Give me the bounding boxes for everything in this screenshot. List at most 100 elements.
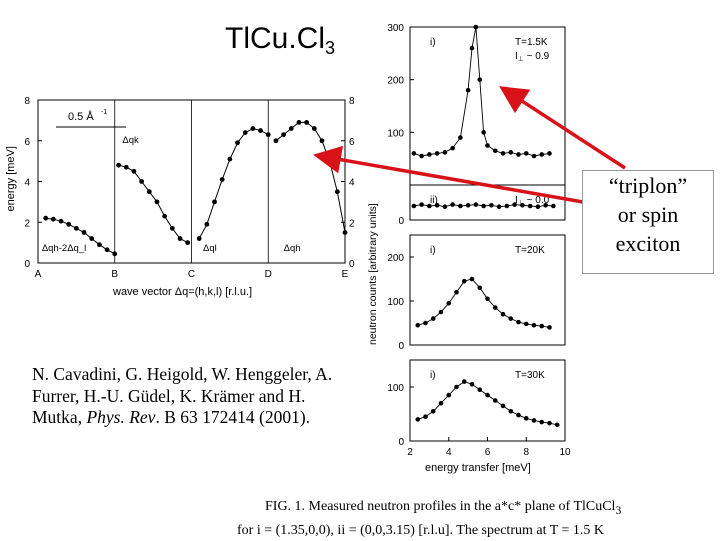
dispersion-point xyxy=(258,128,263,133)
citation-line-2: Furrer, H.-U. Güdel, K. Krämer and H. xyxy=(32,385,306,406)
x-tick-label: A xyxy=(35,269,42,280)
dispersion-point xyxy=(227,156,233,162)
dispersion-point xyxy=(73,225,79,231)
dispersion-labels: Δqk Δqh-2Δq_l Δql Δqh xyxy=(42,135,301,254)
x-tick-label: 8 xyxy=(523,447,529,458)
profile-point xyxy=(415,417,421,422)
dispersion-point xyxy=(242,130,248,135)
profile-point xyxy=(516,319,521,325)
x-tick-label: 4 xyxy=(446,447,452,458)
profile-point xyxy=(485,296,490,302)
x-axis-label: energy transfer [meV] xyxy=(425,462,531,474)
profile-panel: 0 100 i) T=30K xyxy=(387,359,566,448)
y-tick-label: 8 xyxy=(24,96,30,107)
citation-line-3: Mutka, Phys. Rev. B 63 172414 (2001). xyxy=(32,407,311,427)
dispersion-point xyxy=(81,230,87,235)
profile-point xyxy=(473,24,479,30)
profile-point xyxy=(531,153,537,159)
dispersion-point xyxy=(43,215,49,221)
y-tick-label: 100 xyxy=(387,128,404,139)
dispersion-point xyxy=(112,251,118,257)
profile-point xyxy=(458,203,463,209)
panel-temperature: T=20K xyxy=(515,245,545,256)
dispersion-curve xyxy=(45,217,116,255)
profile-fit xyxy=(417,278,550,328)
y-axis-label: energy [meV] xyxy=(5,146,17,211)
y-tick-label-right: 4 xyxy=(349,178,355,189)
profile-point xyxy=(551,203,556,209)
profile-point xyxy=(508,316,514,321)
dispersion-annotation: Δqk xyxy=(122,135,139,146)
dispersion-point xyxy=(212,199,217,205)
panel-intensity: I⊥ ~ 0.9 xyxy=(515,51,550,63)
profile-point xyxy=(461,278,467,284)
profile-point xyxy=(461,379,467,384)
dispersion-point xyxy=(265,132,271,138)
dispersion-point xyxy=(139,179,145,184)
profile-point xyxy=(411,151,417,156)
profile-point xyxy=(523,151,529,156)
scale-bar: 0.5 Å -1 xyxy=(56,109,126,128)
y-tick-label: 4 xyxy=(24,178,30,189)
dispersion-curve xyxy=(275,121,346,233)
profile-point xyxy=(523,321,529,327)
dispersion-point xyxy=(116,162,121,168)
dispersion-annotation: Δqh xyxy=(284,243,301,254)
profile-point xyxy=(520,203,525,208)
dispersion-point xyxy=(296,120,302,125)
profile-point xyxy=(454,289,459,295)
callout-line-2: or spin xyxy=(617,202,679,227)
x-tick-label: E xyxy=(342,269,349,280)
profile-point xyxy=(539,419,545,425)
dispersion-point xyxy=(58,218,64,224)
profile-point xyxy=(539,152,545,157)
profile-panel: 0 100 200 i) T=20K xyxy=(387,234,566,352)
dispersion-point xyxy=(185,240,191,246)
profile-point xyxy=(419,153,424,159)
profile-point xyxy=(411,203,417,209)
profile-point xyxy=(465,203,471,208)
profile-point xyxy=(492,148,498,154)
dispersion-curve xyxy=(198,127,269,239)
profile-point xyxy=(458,135,463,140)
intensity-sub: ⊥ xyxy=(518,56,524,63)
citation: N. Cavadini, G. Heigold, W. Henggeler, A… xyxy=(32,364,392,429)
profile-point xyxy=(423,414,428,420)
profile-point xyxy=(419,202,424,207)
y-tick-label: 200 xyxy=(387,253,404,264)
panel-label: i) xyxy=(430,370,436,381)
profile-point xyxy=(469,276,475,282)
dispersion-point xyxy=(319,138,325,144)
dispersion-point xyxy=(327,158,333,164)
profile-point xyxy=(446,300,452,306)
figure-caption: FIG. 1. Measured neutron profiles in the… xyxy=(237,497,717,541)
profile-point xyxy=(477,387,483,393)
profile-point xyxy=(547,420,552,426)
dispersion-point xyxy=(162,213,168,219)
profile-point xyxy=(450,145,455,151)
profile-point xyxy=(434,151,440,156)
x-tick-label: B xyxy=(111,269,118,280)
y-tick-label: 200 xyxy=(387,76,404,87)
dispersion-point xyxy=(104,247,110,253)
profile-point xyxy=(438,400,444,406)
profile-point xyxy=(527,203,533,209)
dispersion-point xyxy=(123,164,129,170)
dispersion-point xyxy=(204,221,210,227)
dispersion-point xyxy=(66,221,72,227)
profile-point xyxy=(508,409,514,414)
profile-point xyxy=(496,204,502,209)
intensity-value: ~ 0.9 xyxy=(524,51,550,62)
dispersion-point xyxy=(250,126,256,131)
y-axis-label: neutron counts [arbitrary units] xyxy=(367,203,379,345)
dispersion-point xyxy=(273,138,279,144)
dispersion-point xyxy=(131,168,137,174)
panel-temperature: T=1.5K xyxy=(515,37,548,48)
panel-temperature: T=30K xyxy=(515,370,545,381)
y-tick-label: 0 xyxy=(398,216,404,227)
profile-point xyxy=(512,202,517,207)
profile-point xyxy=(500,403,506,409)
y-tick-label: 2 xyxy=(24,218,30,229)
profile-point xyxy=(508,150,514,155)
y-tick-label: 300 xyxy=(387,23,404,34)
